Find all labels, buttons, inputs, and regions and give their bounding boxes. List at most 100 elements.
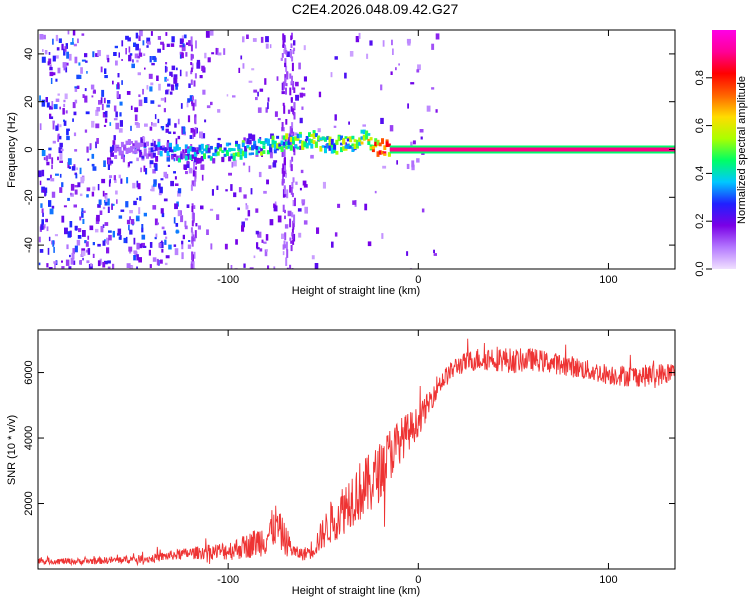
- signal-cell: [127, 147, 131, 153]
- noise-speck: [180, 103, 183, 109]
- noise-speck: [249, 267, 254, 269]
- noise-speck: [65, 66, 68, 73]
- noise-speck: [55, 78, 58, 82]
- noise-speck: [144, 123, 148, 127]
- noise-speck: [103, 124, 107, 127]
- noise-speck: [282, 251, 285, 256]
- signal-cell: [255, 147, 259, 150]
- noise-speck: [146, 37, 151, 44]
- noise-speck: [43, 157, 46, 161]
- noise-speck: [126, 263, 131, 268]
- noise-speck: [143, 97, 148, 103]
- signal-cell: [314, 141, 318, 148]
- signal-cell: [221, 156, 225, 163]
- stripe-speck: [194, 73, 197, 79]
- noise-speck: [66, 128, 69, 136]
- signal-cell: [127, 139, 131, 145]
- noise-speck: [133, 42, 137, 47]
- noise-speck: [44, 190, 46, 197]
- noise-speck: [108, 180, 111, 187]
- noise-speck: [92, 242, 95, 246]
- noise-speck: [248, 133, 252, 140]
- noise-speck: [59, 153, 63, 160]
- signal-cell: [228, 156, 232, 162]
- noise-speck: [125, 236, 128, 244]
- noise-speck: [48, 52, 51, 55]
- noise-speck: [165, 90, 169, 95]
- noise-speck: [77, 182, 81, 188]
- noise-speck: [143, 165, 146, 172]
- noise-speck: [201, 174, 204, 181]
- noise-speck: [73, 43, 77, 47]
- noise-speck: [171, 74, 173, 78]
- noise-speck: [106, 237, 108, 244]
- noise-speck: [81, 59, 86, 62]
- noise-speck: [216, 185, 219, 190]
- spectrogram-ylabel: Frequency (Hz): [6, 112, 18, 188]
- noise-speck: [134, 122, 139, 126]
- stripe-speck: [289, 73, 292, 79]
- noise-speck: [61, 182, 64, 188]
- noise-speck: [143, 53, 146, 56]
- noise-speck: [392, 48, 394, 55]
- noise-speck: [74, 56, 78, 64]
- snr-xlabel: Height of straight line (km): [292, 585, 420, 597]
- noise-speck: [85, 60, 88, 63]
- noise-speck: [431, 43, 435, 50]
- noise-speck: [107, 260, 111, 264]
- noise-speck: [134, 53, 139, 59]
- noise-speck: [45, 218, 48, 223]
- signal-cell: [155, 156, 159, 162]
- noise-speck: [265, 36, 269, 43]
- colorbar-tick-label: 0.8: [694, 70, 706, 85]
- noise-speck: [86, 187, 91, 192]
- noise-speck: [72, 102, 76, 109]
- noise-speck: [48, 267, 53, 269]
- noise-speck: [112, 140, 116, 146]
- signal-cell: [353, 143, 357, 150]
- stripe-speck: [191, 231, 194, 238]
- noise-speck: [189, 135, 193, 139]
- noise-speck: [138, 149, 142, 153]
- noise-speck: [181, 38, 184, 43]
- signal-cell: [346, 143, 350, 149]
- noise-speck: [150, 188, 153, 192]
- noise-speck: [64, 227, 68, 235]
- signal-cell: [351, 147, 355, 152]
- signal-cell: [346, 138, 350, 142]
- noise-speck: [175, 138, 178, 145]
- signal-cell: [120, 141, 124, 148]
- signal-cell: [342, 146, 346, 151]
- stripe-speck: [190, 79, 193, 85]
- signal-cell: [239, 154, 243, 160]
- noise-speck: [171, 65, 176, 71]
- noise-speck: [255, 153, 259, 157]
- stripe-speck: [194, 177, 197, 182]
- noise-speck: [154, 236, 157, 240]
- noise-speck: [46, 226, 49, 232]
- colorbar-tick-label: 0.6: [694, 118, 706, 133]
- signal-cell: [148, 150, 152, 154]
- stripe-speck: [292, 219, 295, 228]
- signal-cell: [125, 149, 129, 154]
- stripe-speck: [284, 215, 286, 220]
- noise-speck: [73, 111, 77, 116]
- stripe-speck: [281, 178, 284, 186]
- noise-speck: [264, 78, 267, 85]
- noise-speck: [95, 53, 99, 57]
- noise-speck: [115, 111, 118, 118]
- stripe-speck: [284, 77, 287, 86]
- signal-cell: [340, 142, 343, 146]
- signal-cell: [232, 152, 236, 158]
- signal-cell: [367, 133, 371, 136]
- stripe-speck: [282, 204, 285, 212]
- signal-cell: [369, 137, 373, 141]
- signal-cell: [308, 132, 311, 137]
- noise-speck: [366, 53, 369, 59]
- signal-cell: [319, 146, 323, 152]
- noise-speck: [40, 203, 43, 208]
- noise-speck: [152, 122, 157, 127]
- noise-speck: [265, 249, 268, 252]
- noise-speck: [265, 234, 269, 241]
- noise-speck: [86, 71, 88, 74]
